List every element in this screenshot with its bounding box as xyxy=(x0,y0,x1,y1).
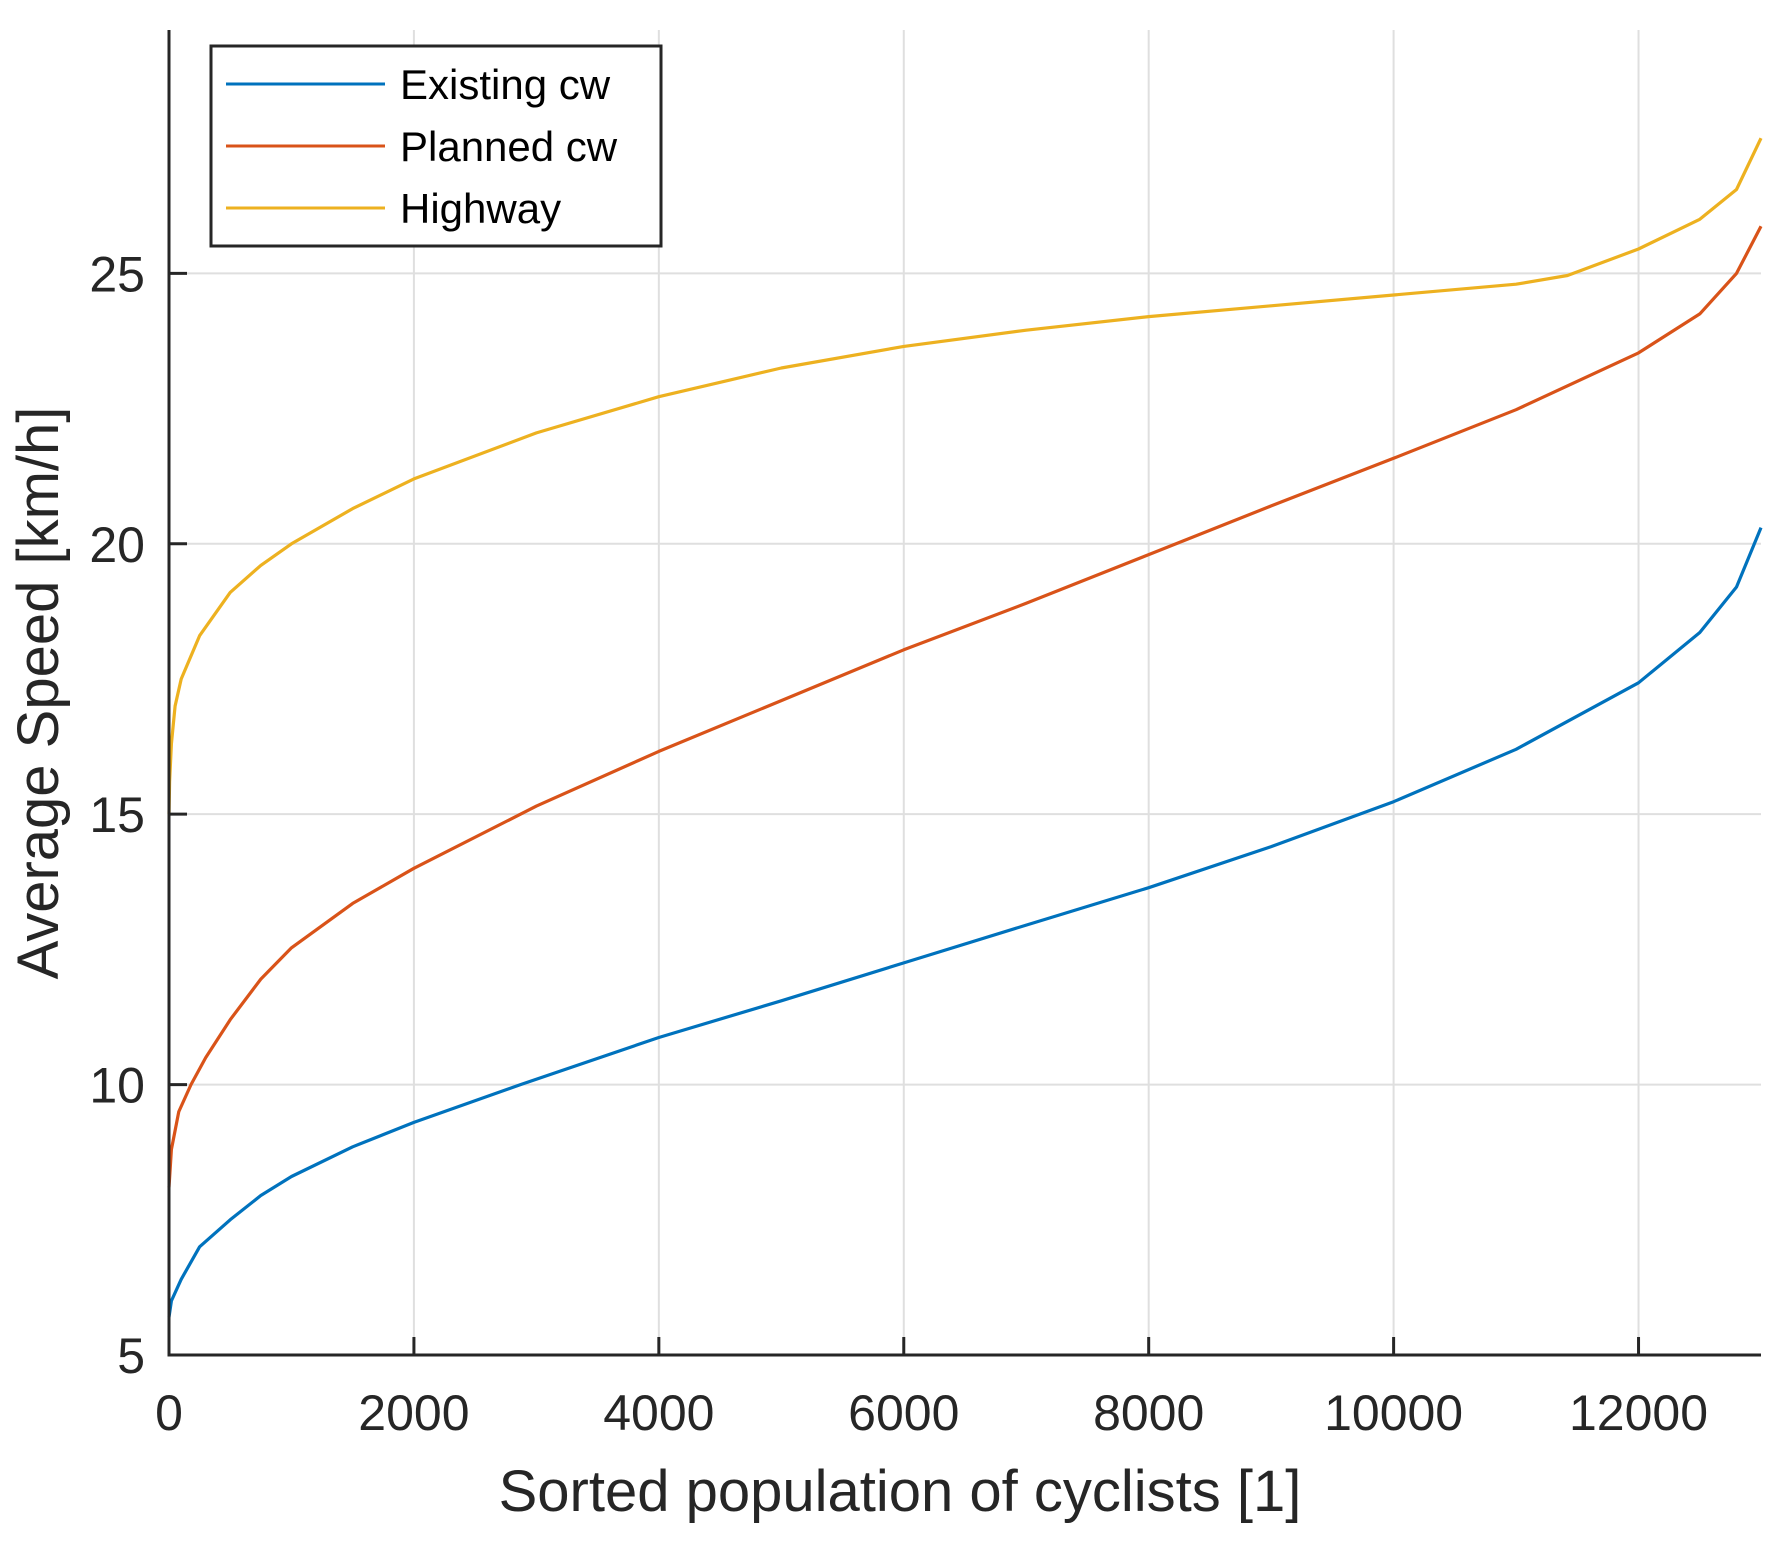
x-axis-ticks: 0 2000 4000 6000 8000 10000 12000 xyxy=(155,1337,1708,1441)
x-axis-label: Sorted population of cyclists [1] xyxy=(499,1459,1302,1524)
x-tick-label: 4000 xyxy=(603,1385,714,1441)
y-tick-label: 25 xyxy=(89,246,145,302)
series-line-highway xyxy=(167,137,1763,815)
legend-item-existing: Existing cw xyxy=(226,61,611,108)
x-tick-label: 8000 xyxy=(1093,1385,1204,1441)
legend-label-existing: Existing cw xyxy=(400,61,611,108)
legend-item-highway: Highway xyxy=(226,185,561,232)
y-tick-label: 5 xyxy=(117,1328,145,1384)
y-tick-label: 20 xyxy=(89,517,145,573)
x-tick-label: 0 xyxy=(155,1385,183,1441)
x-tick-label: 10000 xyxy=(1324,1385,1463,1441)
x-tick-label: 12000 xyxy=(1569,1385,1708,1441)
grid-lines xyxy=(169,30,1761,1355)
axes xyxy=(167,30,1761,1357)
legend-label-planned: Planned cw xyxy=(400,123,618,170)
x-tick-label: 2000 xyxy=(358,1385,469,1441)
data-series xyxy=(167,137,1763,1318)
series-line-planned-cw xyxy=(167,225,1763,1188)
x-tick-label: 6000 xyxy=(848,1385,959,1441)
legend-item-planned: Planned cw xyxy=(226,123,618,170)
y-axis-ticks: 5 10 15 20 25 xyxy=(89,246,187,1384)
legend-label-highway: Highway xyxy=(400,185,561,232)
y-tick-label: 10 xyxy=(89,1058,145,1114)
series-line-existing-cw xyxy=(167,526,1763,1318)
y-axis-label: Average Speed [km/h] xyxy=(6,407,71,980)
y-tick-label: 15 xyxy=(89,787,145,843)
legend: Existing cw Planned cw Highway xyxy=(209,44,663,248)
